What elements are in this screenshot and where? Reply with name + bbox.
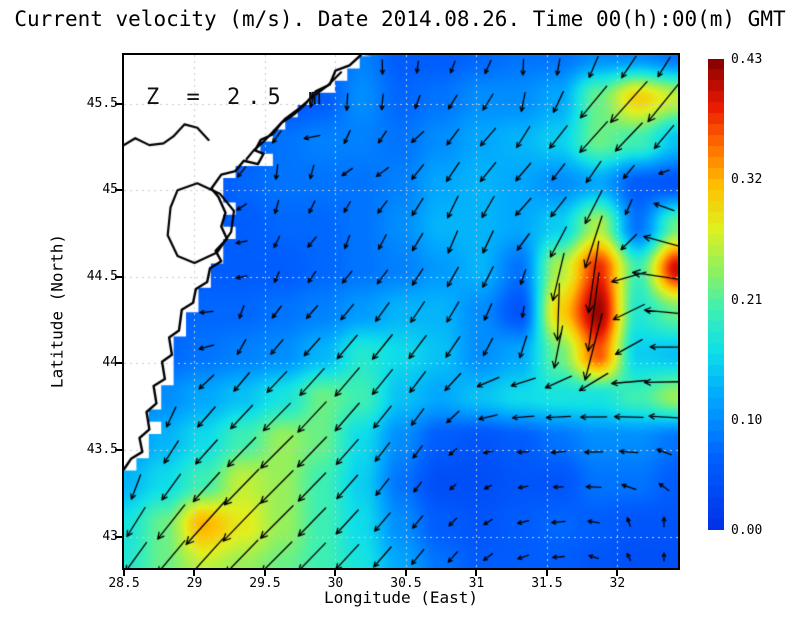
y-tick-label: 45 xyxy=(102,182,118,198)
y-tick-mark xyxy=(115,275,122,278)
colorbar-tick-label: 0.00 xyxy=(731,523,763,538)
x-tick-mark xyxy=(334,570,337,576)
x-tick-label: 30 xyxy=(327,576,344,591)
y-tick-mark xyxy=(115,535,122,538)
x-tick-mark xyxy=(475,570,478,576)
y-tick-mark xyxy=(115,362,122,365)
colorbar-tick-label: 0.10 xyxy=(731,413,763,429)
y-tick-mark xyxy=(115,189,122,192)
colorbar-tick-label: 0.21 xyxy=(731,292,763,308)
x-tick-mark xyxy=(123,570,125,576)
plot-area: Z = 2.5 m xyxy=(122,53,680,570)
figure-title: Current velocity (m/s). Date 2014.08.26.… xyxy=(14,7,786,31)
x-axis-label: Longitude (East) xyxy=(323,588,479,607)
colorbar-tick-label: 0.43 xyxy=(731,52,763,67)
y-tick-label: 45.5 xyxy=(86,95,118,111)
colorbar xyxy=(708,59,724,530)
colorbar-tick-label: 0.32 xyxy=(731,172,763,188)
velocity-map-canvas xyxy=(124,55,678,568)
y-tick-label: 44 xyxy=(102,355,118,371)
x-tick-label: 28.5 xyxy=(108,576,140,591)
x-tick-label: 29.5 xyxy=(249,576,281,591)
y-tick-mark xyxy=(115,102,122,105)
y-tick-label: 43 xyxy=(102,528,118,544)
x-tick-label: 29 xyxy=(186,576,203,591)
x-tick-label: 31.5 xyxy=(531,576,563,591)
y-tick-label: 43.5 xyxy=(86,442,118,458)
x-tick-mark xyxy=(263,570,266,576)
depth-annotation: Z = 2.5 m xyxy=(146,85,329,110)
y-tick-mark xyxy=(115,449,122,452)
x-tick-label: 32 xyxy=(609,576,626,591)
x-tick-label: 30.5 xyxy=(390,576,422,591)
x-tick-label: 31 xyxy=(468,576,485,591)
x-tick-mark xyxy=(545,570,548,576)
x-tick-mark xyxy=(404,570,407,576)
y-tick-label: 44.5 xyxy=(86,268,118,284)
x-tick-mark xyxy=(616,570,619,576)
y-axis-label: Latitude (North) xyxy=(47,233,67,389)
x-tick-mark xyxy=(193,570,196,576)
